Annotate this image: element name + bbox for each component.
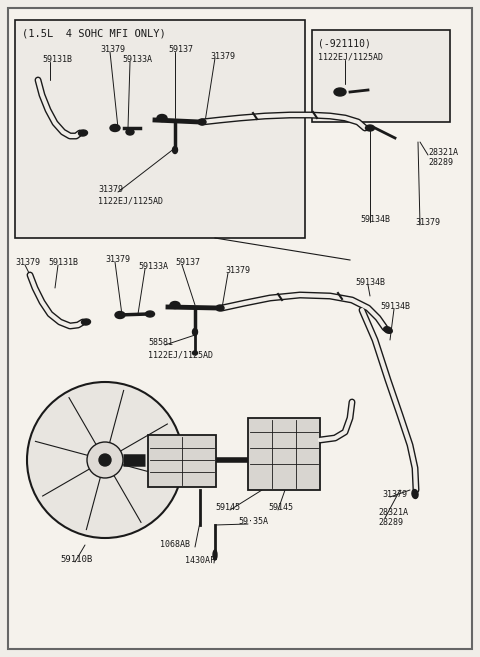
Circle shape <box>27 382 183 538</box>
Ellipse shape <box>384 327 392 333</box>
Ellipse shape <box>110 124 120 131</box>
Text: 31379: 31379 <box>382 490 407 499</box>
Ellipse shape <box>170 302 180 309</box>
Ellipse shape <box>216 305 224 311</box>
Text: 31379: 31379 <box>105 255 130 264</box>
Ellipse shape <box>334 88 346 96</box>
Text: 1122EJ/1125AD: 1122EJ/1125AD <box>318 52 383 61</box>
Circle shape <box>87 442 123 478</box>
Text: 59131B: 59131B <box>48 258 78 267</box>
Ellipse shape <box>126 129 134 135</box>
Circle shape <box>99 454 111 466</box>
Text: 59134B: 59134B <box>360 215 390 224</box>
Text: 28321A
28289: 28321A 28289 <box>428 148 458 168</box>
Ellipse shape <box>157 114 167 122</box>
Text: 31379: 31379 <box>225 266 250 275</box>
Text: 59137: 59137 <box>175 258 200 267</box>
Text: 59133A: 59133A <box>138 262 168 271</box>
Text: (1.5L  4 SOHC MFI ONLY): (1.5L 4 SOHC MFI ONLY) <box>22 28 166 38</box>
Ellipse shape <box>192 328 197 336</box>
Bar <box>248 418 320 490</box>
Text: 59·35A: 59·35A <box>238 517 268 526</box>
Text: 59145: 59145 <box>268 503 293 512</box>
Text: 58581: 58581 <box>148 338 173 347</box>
Text: 59134B: 59134B <box>380 302 410 311</box>
Bar <box>15 20 305 238</box>
Ellipse shape <box>115 311 125 319</box>
Text: 28321A
28289: 28321A 28289 <box>378 508 408 528</box>
Text: 31379: 31379 <box>415 218 440 227</box>
Text: 59131B: 59131B <box>42 55 72 64</box>
Text: 59134B: 59134B <box>355 278 385 287</box>
Text: 1068AB: 1068AB <box>160 540 190 549</box>
Ellipse shape <box>192 351 197 355</box>
Ellipse shape <box>145 311 155 317</box>
Text: 1122EJ/1125AD: 1122EJ/1125AD <box>98 196 163 205</box>
Text: 59137: 59137 <box>168 45 193 54</box>
Ellipse shape <box>412 489 418 499</box>
Bar <box>148 435 216 487</box>
Text: 31379: 31379 <box>210 52 235 61</box>
Text: 31379: 31379 <box>100 45 125 54</box>
Text: 31379: 31379 <box>15 258 40 267</box>
Text: 59145: 59145 <box>215 503 240 512</box>
Text: 1430AF: 1430AF <box>185 556 215 565</box>
Text: 59110B: 59110B <box>60 555 92 564</box>
Text: 1122EJ/1125AD: 1122EJ/1125AD <box>148 350 213 359</box>
Ellipse shape <box>79 130 87 136</box>
Ellipse shape <box>365 125 374 131</box>
Ellipse shape <box>172 147 178 154</box>
Ellipse shape <box>82 319 91 325</box>
Text: (-921110): (-921110) <box>318 38 371 48</box>
Ellipse shape <box>213 550 217 560</box>
Ellipse shape <box>198 119 206 125</box>
Text: 31379: 31379 <box>98 185 123 194</box>
Bar <box>312 30 450 122</box>
Text: 59133A: 59133A <box>122 55 152 64</box>
